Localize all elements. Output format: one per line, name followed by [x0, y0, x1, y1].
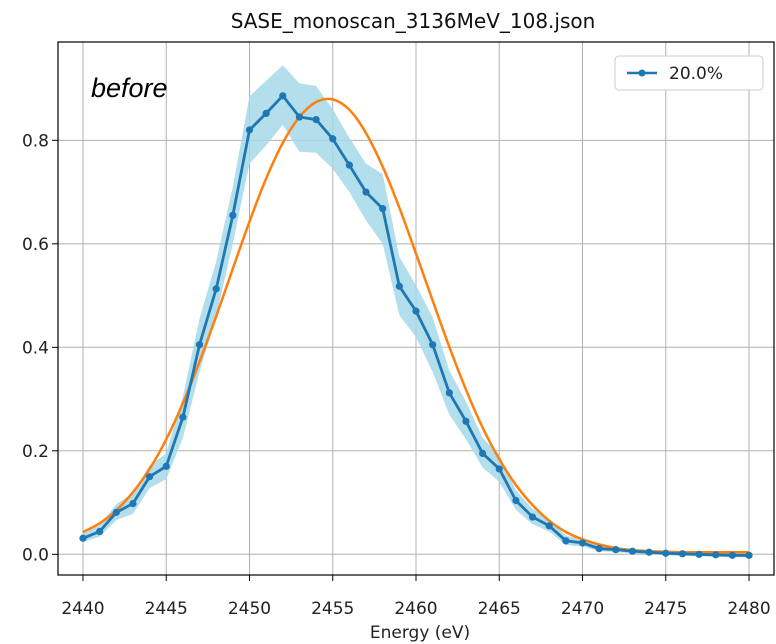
data-point [528, 513, 537, 521]
x-tick-label: 2480 [727, 599, 770, 619]
data-point [745, 551, 753, 559]
y-tick-label: 0.6 [22, 235, 49, 255]
data-point [495, 465, 503, 473]
y-tick-label: 0.2 [22, 442, 49, 462]
data-point [79, 534, 87, 542]
data-point [295, 113, 304, 121]
x-axis: 2440 2445 2450 2455 2460 2465 2470 2475 2480 [61, 575, 771, 619]
data-point [512, 496, 520, 505]
legend-marker [638, 69, 646, 77]
data-point [429, 341, 437, 349]
data-point [712, 551, 720, 559]
data-point [662, 549, 670, 557]
data-point [412, 307, 420, 315]
data-point [562, 537, 570, 545]
y-axis: 0.0 0.2 0.4 0.6 0.8 [22, 131, 58, 565]
data-point [612, 546, 620, 554]
data-point [595, 545, 603, 553]
data-point [229, 211, 237, 219]
data-point [279, 92, 287, 100]
legend-box [614, 55, 764, 91]
annotation-before: before [91, 73, 168, 103]
x-axis-label: Energy (eV) [370, 623, 470, 643]
data-point [678, 550, 687, 558]
data-point [129, 499, 137, 508]
x-tick-label: 2475 [644, 599, 687, 619]
data-point [195, 341, 204, 349]
x-tick-label: 2440 [61, 599, 104, 619]
y-tick-label: 0.4 [22, 338, 49, 358]
y-tick-label: 0.0 [22, 545, 49, 565]
data-point [395, 282, 403, 290]
data-point [212, 285, 220, 293]
data-point [162, 462, 170, 470]
data-point [728, 551, 736, 559]
data-point [262, 109, 270, 118]
data-point [329, 135, 337, 143]
data-point [362, 188, 370, 196]
legend-label: 20.0% [669, 64, 723, 84]
data-point [112, 508, 120, 516]
data-point [245, 126, 254, 134]
chart-title: SASE_monoscan_3136MeV_108.json [231, 9, 596, 33]
data-point [578, 539, 587, 547]
data-point [145, 473, 154, 481]
data-point [645, 548, 653, 556]
data-point [545, 522, 553, 530]
data-point [695, 550, 703, 558]
x-tick-label: 2445 [145, 599, 188, 619]
x-tick-label: 2470 [561, 599, 604, 619]
data-point [628, 547, 637, 555]
measured-series-layer [79, 92, 753, 559]
y-tick-label: 0.8 [22, 131, 49, 151]
x-tick-label: 2450 [228, 599, 271, 619]
legend: 20.0% [614, 55, 764, 91]
data-point [479, 449, 487, 457]
x-tick-label: 2460 [394, 599, 437, 619]
data-point [312, 116, 320, 124]
x-tick-label: 2465 [478, 599, 521, 619]
data-point [379, 205, 387, 213]
data-point [445, 389, 453, 397]
data-point [345, 161, 353, 169]
x-tick-label: 2455 [311, 599, 354, 619]
data-point [179, 413, 187, 421]
data-point [96, 527, 104, 536]
data-point [462, 417, 470, 425]
